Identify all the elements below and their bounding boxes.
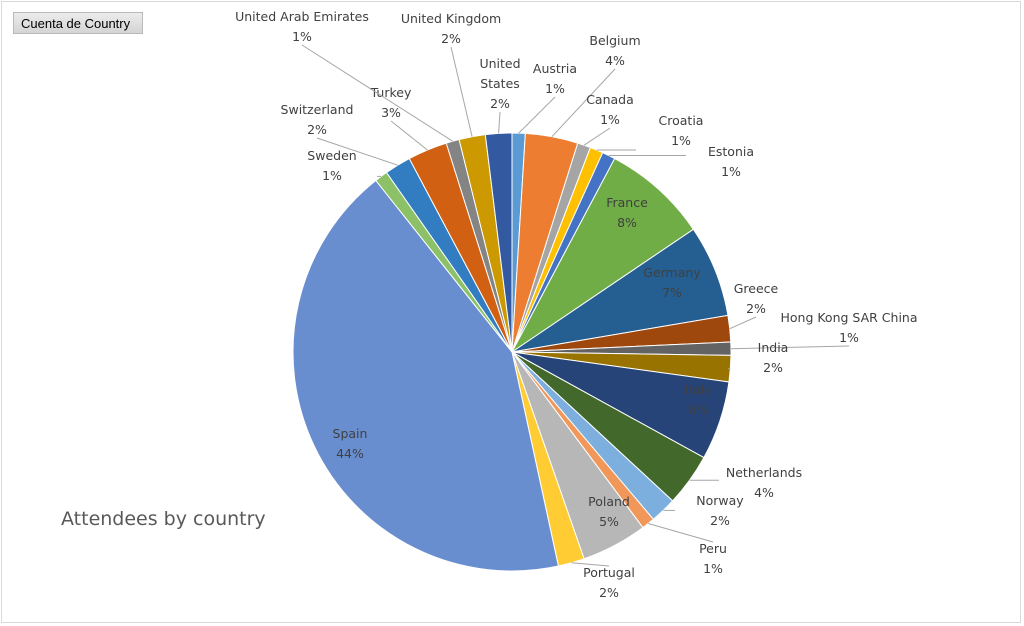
data-label-canada: Canada 1% — [586, 92, 634, 127]
data-label-united-states: United States 2% — [479, 56, 520, 111]
leader-line-greece — [729, 316, 757, 330]
data-label-france: France 8% — [606, 195, 648, 230]
data-label-spain: Spain 44% — [333, 426, 368, 461]
data-label-germany: Germany 7% — [643, 265, 701, 300]
pie-slice-spain[interactable] — [292, 179, 559, 572]
leader-line-united-kingdom — [450, 46, 473, 137]
data-label-turkey: Turkey 3% — [370, 85, 412, 120]
data-label-estonia: Estonia 1% — [708, 144, 754, 179]
data-label-netherlands: Netherlands 4% — [726, 465, 802, 500]
data-label-italy: Italy 6% — [684, 382, 712, 417]
data-label-united-arab-emirates: United Arab Emirates 1% — [235, 9, 369, 44]
data-label-peru: Peru 1% — [699, 541, 727, 576]
data-label-hong-kong-sar-china: Hong Kong SAR China 1% — [780, 310, 917, 345]
leader-line-switzerland — [316, 137, 398, 166]
leader-line-portugal — [571, 562, 610, 567]
leader-line-belgium — [551, 68, 616, 138]
data-label-austria: Austria 1% — [533, 61, 577, 96]
data-label-united-kingdom: United Kingdom 2% — [401, 11, 501, 46]
data-label-sweden: Sweden 1% — [307, 148, 356, 183]
leader-line-turkey — [390, 120, 428, 151]
leader-line-hong-kong-sar-china — [730, 345, 850, 350]
data-label-greece: Greece 2% — [734, 281, 779, 316]
data-label-poland: Poland 5% — [588, 494, 630, 529]
data-label-switzerland: Switzerland 2% — [281, 102, 354, 137]
leader-line-canada — [583, 127, 611, 146]
data-label-india: India 2% — [758, 340, 789, 375]
data-label-belgium: Belgium 4% — [589, 33, 640, 68]
chart-title: Attendees by country — [61, 508, 266, 530]
data-label-norway: Norway 2% — [696, 493, 744, 528]
leader-line-peru — [648, 523, 714, 543]
pie-slice-france[interactable] — [511, 157, 695, 353]
data-label-croatia: Croatia 1% — [659, 113, 704, 148]
field-button-country-count[interactable]: Cuenta de Country — [13, 12, 144, 34]
pie-slice-united-states[interactable] — [484, 132, 513, 353]
leader-line-united-arab-emirates — [301, 44, 453, 142]
leader-line-united-states — [498, 111, 501, 134]
leader-line-austria — [518, 96, 556, 134]
data-label-portugal: Portugal 2% — [583, 565, 635, 600]
